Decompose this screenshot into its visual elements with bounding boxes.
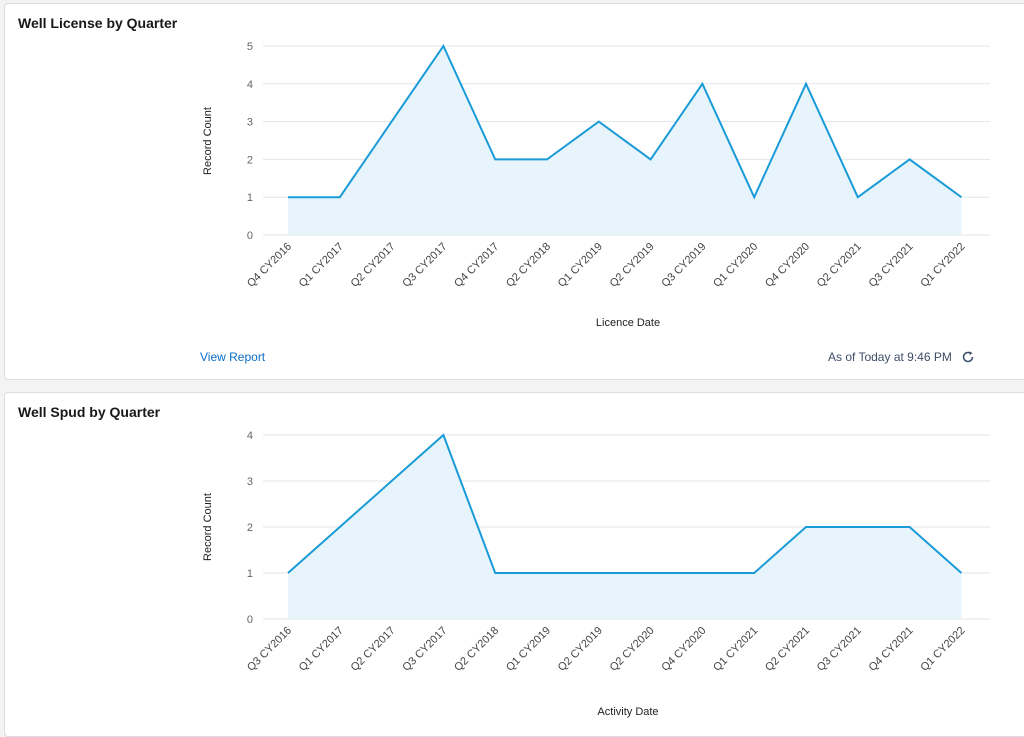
data-point[interactable] [854, 523, 862, 531]
area-fill [288, 435, 962, 619]
x-tick-label: Q4 CY2021 [867, 625, 916, 674]
data-point[interactable] [543, 155, 551, 163]
y-axis-title: Record Count [202, 493, 214, 561]
y-tick-label: 0 [247, 614, 253, 626]
y-tick-label: 0 [247, 230, 253, 242]
data-point[interactable] [957, 569, 965, 577]
data-point[interactable] [595, 118, 603, 126]
y-tick-label: 3 [247, 117, 253, 129]
x-tick-label: Q2 CY2018 [452, 625, 501, 674]
as-of-timestamp: As of Today at 9:46 PM [828, 350, 975, 364]
data-point[interactable] [595, 569, 603, 577]
x-tick-label: Q2 CY2021 [763, 625, 812, 674]
card-title: Well Spud by Quarter [18, 404, 161, 420]
well-spud-card: Well Spud by Quarter 0 1 2 3 4 Q3 CY2016 Q1 CY… [4, 392, 1024, 737]
x-axis-title: Licence Date [596, 317, 660, 329]
data-point[interactable] [906, 523, 914, 531]
card-title: Well License by Quarter [18, 15, 178, 31]
x-tick-label: Q1 CY2017 [297, 625, 346, 674]
well-license-card: Well License by Quarter 0 1 2 3 4 5 Q4 CY2016 Q… [4, 3, 1024, 380]
as-of-text: As of Today at 9:46 PM [828, 350, 952, 364]
series-line [287, 433, 963, 574]
x-tick-label: Q4 CY2020 [659, 625, 708, 674]
x-tick-label: Q4 CY2016 [245, 241, 294, 290]
data-point[interactable] [698, 80, 706, 88]
data-point[interactable] [802, 80, 810, 88]
data-point[interactable] [439, 431, 447, 439]
data-point[interactable] [750, 193, 758, 201]
x-tick-label: Q1 CY2020 [711, 241, 760, 290]
data-point[interactable] [906, 155, 914, 163]
data-point[interactable] [543, 569, 551, 577]
y-tick-label: 2 [247, 522, 253, 534]
data-point[interactable] [388, 477, 396, 485]
x-tick-label: Q1 CY2022 [918, 241, 967, 290]
view-report-link[interactable]: View Report [200, 350, 266, 364]
x-tick-label: Q3 CY2017 [400, 625, 449, 674]
x-tick-label: Q1 CY2019 [504, 625, 553, 674]
data-point[interactable] [336, 193, 344, 201]
data-point[interactable] [854, 193, 862, 201]
y-tick-label: 4 [247, 430, 253, 442]
x-tick-label: Q1 CY2022 [918, 625, 967, 674]
y-tick-label: 1 [247, 568, 253, 580]
x-tick-label: Q3 CY2021 [815, 625, 864, 674]
y-axis-title: Record Count [202, 107, 214, 175]
x-tick-label: Q2 CY2021 [815, 241, 864, 290]
x-tick-label: Q3 CY2016 [245, 625, 294, 674]
data-point[interactable] [284, 193, 292, 201]
y-tick-label: 2 [247, 154, 253, 166]
x-tick-label: Q1 CY2021 [711, 625, 760, 674]
x-tick-label: Q3 CY2017 [400, 241, 449, 290]
data-point[interactable] [750, 569, 758, 577]
data-point[interactable] [388, 118, 396, 126]
x-tick-label: Q2 CY2018 [504, 241, 553, 290]
data-point[interactable] [802, 523, 810, 531]
y-tick-label: 4 [247, 79, 253, 91]
x-tick-label: Q3 CY2019 [659, 241, 708, 290]
y-tick-label: 5 [247, 41, 253, 53]
x-tick-label: Q2 CY2020 [608, 625, 657, 674]
refresh-icon[interactable] [961, 350, 975, 364]
y-tick-label: 3 [247, 476, 253, 488]
x-tick-label: Q1 CY2017 [297, 241, 346, 290]
data-point[interactable] [647, 569, 655, 577]
x-tick-label: Q2 CY2019 [556, 625, 605, 674]
data-point[interactable] [491, 569, 499, 577]
y-tick-label: 1 [247, 192, 253, 204]
data-point[interactable] [284, 569, 292, 577]
x-tick-label: Q4 CY2017 [452, 241, 501, 290]
area-fill [288, 46, 962, 235]
x-tick-label: Q2 CY2017 [349, 625, 398, 674]
x-tick-label: Q3 CY2021 [867, 241, 916, 290]
well-spud-chart: 0 1 2 3 4 Q3 CY2016 Q1 CY2017 Q2 CY2017 Q3 CY201… [202, 430, 990, 718]
data-point[interactable] [491, 155, 499, 163]
x-axis-title: Activity Date [597, 706, 658, 718]
x-tick-label: Q4 CY2020 [763, 241, 812, 290]
data-point[interactable] [647, 155, 655, 163]
x-tick-label: Q2 CY2017 [349, 241, 398, 290]
series-line [288, 43, 962, 200]
data-point[interactable] [439, 42, 447, 50]
x-tick-label: Q1 CY2019 [556, 241, 605, 290]
data-point[interactable] [336, 523, 344, 531]
x-tick-label: Q2 CY2019 [608, 241, 657, 290]
data-point[interactable] [957, 193, 965, 201]
data-point[interactable] [698, 569, 706, 577]
